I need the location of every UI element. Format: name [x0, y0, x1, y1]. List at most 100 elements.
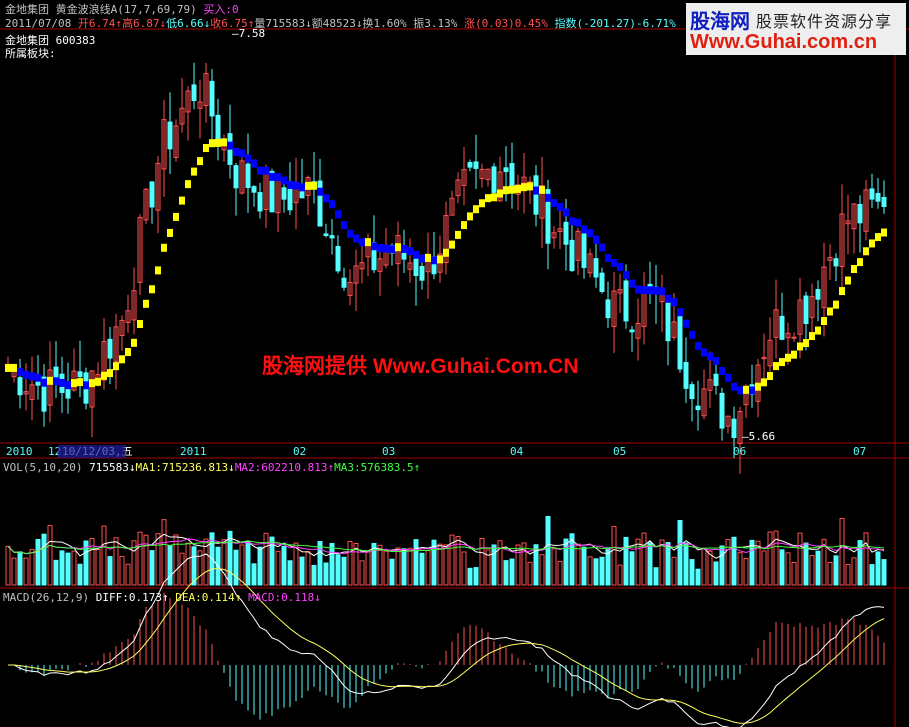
volume-bar: [527, 561, 533, 586]
wave-block: [683, 319, 689, 328]
wave-block: [365, 238, 371, 247]
volume-bar: [17, 551, 23, 586]
wave-block: [473, 205, 479, 214]
candle-body: [767, 339, 773, 367]
volume-bar: [407, 547, 413, 586]
candle-body: [197, 101, 203, 109]
volume-bar: [455, 536, 461, 586]
wave-block: [65, 381, 71, 390]
wave-block: [239, 149, 245, 158]
wave-block: [179, 196, 185, 205]
candle-body: [185, 90, 191, 113]
wave-block: [833, 300, 839, 309]
wave-block: [377, 244, 383, 253]
wave-block: [875, 233, 881, 242]
candle-body: [851, 203, 857, 230]
volume-bar: [797, 532, 803, 586]
volume-bar: [869, 564, 875, 586]
wave-block: [533, 186, 539, 195]
candle-body: [539, 185, 545, 219]
volume-bar: [425, 550, 431, 586]
title-row: 金地集团 黄金波浪线A(17,7,69,79) 买入:0: [5, 3, 239, 16]
volume-bar: [59, 550, 65, 586]
candle-body: [725, 415, 731, 427]
volume-bar: [665, 542, 671, 586]
volume-bar: [479, 537, 485, 586]
wave-block: [719, 366, 725, 375]
volume-bar: [305, 551, 311, 586]
wave-block: [347, 229, 353, 238]
candle-body: [677, 315, 683, 370]
wave-block: [293, 181, 299, 190]
macd-dea: DEA:0.114↑: [175, 591, 242, 604]
volume-bar: [389, 558, 395, 586]
wave-block: [797, 342, 803, 351]
volume-bar: [599, 556, 605, 586]
wave-block: [317, 187, 323, 196]
wave-block: [71, 379, 77, 388]
volume-bar: [131, 540, 137, 586]
wave-block: [5, 363, 11, 372]
wave-block: [857, 258, 863, 267]
candle-body: [317, 180, 323, 227]
wave-block: [125, 348, 131, 357]
volume-bar: [737, 552, 743, 586]
wave-block: [155, 266, 161, 275]
wave-block: [359, 238, 365, 247]
volume-bar: [251, 563, 257, 586]
volume-bar: [791, 561, 797, 586]
candle-body: [557, 228, 563, 232]
candle-body: [323, 233, 329, 237]
cursor-date-box: [58, 445, 126, 458]
candle-body: [737, 410, 743, 444]
wave-block: [479, 199, 485, 208]
volume-bar: [35, 538, 41, 586]
wave-block: [689, 330, 695, 339]
candle-body: [845, 220, 851, 225]
volume-bar: [269, 536, 275, 586]
wave-block: [407, 247, 413, 256]
volume-bar: [713, 561, 719, 586]
candle-body: [491, 166, 497, 193]
candle-body: [581, 233, 587, 268]
candle-body: [461, 169, 467, 186]
vol-title: VOL(5,10,20): [3, 461, 83, 474]
candle-body: [77, 371, 83, 378]
wave-block: [707, 352, 713, 361]
volume-bar: [755, 540, 761, 586]
volume-bar: [557, 560, 563, 586]
volume-bar: [689, 559, 695, 586]
volume-bar: [725, 538, 731, 586]
volume-bar: [497, 540, 503, 586]
wave-block: [197, 157, 203, 166]
volume-bar: [395, 547, 401, 586]
candle-body: [521, 176, 527, 184]
volume-bar: [839, 518, 845, 586]
wave-block: [605, 254, 611, 263]
wave-block: [149, 285, 155, 294]
wave-block: [599, 243, 605, 252]
candle-body: [143, 188, 149, 221]
candle-body: [833, 258, 839, 267]
wave-block: [815, 326, 821, 335]
candle-body: [623, 280, 629, 322]
wave-block: [695, 342, 701, 351]
wave-block: [845, 276, 851, 285]
volume-bar: [437, 543, 443, 586]
volume-ma-line: [7, 538, 885, 555]
candle-body: [215, 114, 221, 142]
candle-body: [341, 277, 347, 288]
candle-body: [617, 289, 623, 294]
min-price-label: —5.66: [742, 430, 775, 443]
dea-line: [7, 568, 885, 724]
candle-body: [707, 379, 713, 391]
candle-body: [449, 197, 455, 216]
date-axis-label: 03: [382, 445, 395, 458]
candle-body: [629, 329, 635, 333]
wave-block: [137, 320, 143, 329]
wave-block: [89, 379, 95, 388]
volume-bar: [581, 546, 587, 586]
wave-block: [575, 218, 581, 227]
volume-bar: [503, 560, 509, 586]
volume-bar: [695, 568, 701, 586]
